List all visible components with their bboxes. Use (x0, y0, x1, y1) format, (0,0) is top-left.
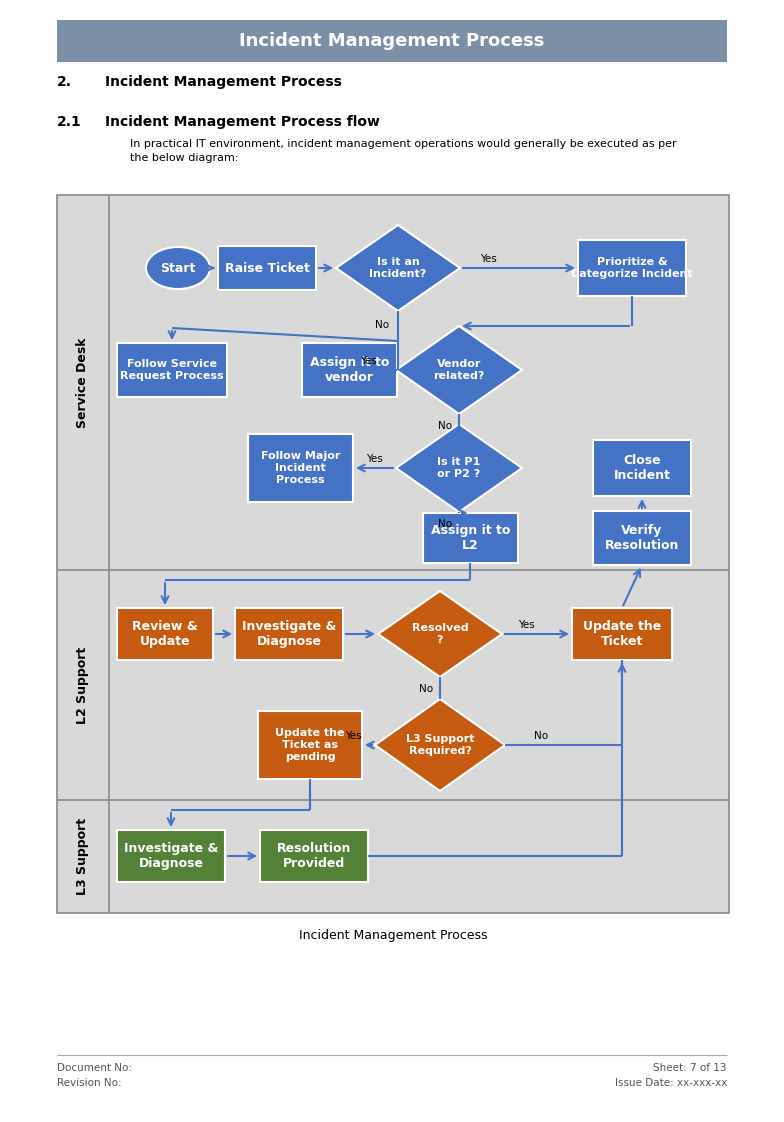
Text: the below diagram:: the below diagram: (130, 153, 238, 163)
Text: Close
Incident: Close Incident (614, 454, 670, 482)
Text: Follow Major
Incident
Process: Follow Major Incident Process (261, 451, 340, 485)
Text: Revision No:: Revision No: (57, 1078, 122, 1088)
Text: Service Desk: Service Desk (77, 338, 89, 427)
Text: Incident Management Process flow: Incident Management Process flow (105, 114, 380, 129)
Text: Verify
Resolution: Verify Resolution (604, 524, 679, 552)
Bar (572, 608, 672, 660)
Text: Yes: Yes (517, 620, 535, 629)
Text: Vendor
related?: Vendor related? (434, 359, 485, 380)
Text: Raise Ticket: Raise Ticket (224, 261, 310, 275)
Text: L3 Support
Required?: L3 Support Required? (406, 734, 474, 756)
Bar (57, 195, 729, 913)
Text: No: No (438, 519, 452, 528)
Polygon shape (378, 591, 502, 677)
Text: L2 Support: L2 Support (77, 646, 89, 724)
Text: Investigate &
Diagnose: Investigate & Diagnose (124, 842, 218, 870)
Text: Yes: Yes (360, 356, 376, 366)
Text: In practical IT environment, incident management operations would generally be e: In practical IT environment, incident ma… (130, 139, 677, 149)
Text: Incident Management Process: Incident Management Process (239, 33, 545, 50)
Polygon shape (396, 327, 522, 414)
Text: Is it P1
or P2 ?: Is it P1 or P2 ? (437, 457, 481, 479)
Text: No: No (534, 732, 548, 741)
Text: Sheet: 7 of 13: Sheet: 7 of 13 (654, 1063, 727, 1073)
Text: 2.: 2. (57, 75, 72, 89)
Ellipse shape (146, 247, 210, 289)
Bar (260, 830, 368, 882)
Bar (117, 830, 225, 882)
Text: Incident Management Process: Incident Management Process (105, 75, 342, 89)
Polygon shape (396, 424, 522, 512)
Bar (258, 711, 362, 779)
Text: Yes: Yes (345, 732, 361, 741)
Bar (302, 343, 397, 397)
Bar (593, 440, 691, 496)
Text: No: No (438, 421, 452, 431)
Bar (593, 511, 691, 565)
Bar (57, 20, 727, 62)
Text: No: No (375, 320, 389, 330)
Text: Document No:: Document No: (57, 1063, 132, 1073)
Text: Issue Date: xx-xxx-xx: Issue Date: xx-xxx-xx (615, 1078, 727, 1088)
Text: L3 Support: L3 Support (77, 818, 89, 895)
Text: Prioritize &
Categorize Incident: Prioritize & Categorize Incident (572, 257, 693, 278)
Bar (117, 343, 227, 397)
Text: Start: Start (160, 261, 196, 275)
Bar (578, 240, 686, 296)
Text: Update the
Ticket as
pending: Update the Ticket as pending (275, 728, 345, 762)
Bar (248, 434, 353, 502)
Text: Yes: Yes (365, 454, 383, 465)
Text: Yes: Yes (480, 254, 496, 264)
Polygon shape (375, 699, 505, 791)
Text: Incident Management Process: Incident Management Process (299, 929, 487, 941)
Text: Review &
Update: Review & Update (132, 620, 198, 649)
Text: Assign it to
L2: Assign it to L2 (431, 524, 510, 552)
Text: Assign it to
vendor: Assign it to vendor (310, 356, 389, 384)
Text: Is it an
Incident?: Is it an Incident? (369, 257, 426, 278)
Text: Resolved
?: Resolved ? (412, 623, 468, 645)
Bar (423, 513, 518, 563)
Text: Follow Service
Request Process: Follow Service Request Process (120, 359, 223, 380)
Text: Update the
Ticket: Update the Ticket (583, 620, 661, 649)
Text: 2.1: 2.1 (57, 114, 82, 129)
Bar (235, 608, 343, 660)
Bar (117, 608, 213, 660)
Text: No: No (419, 684, 433, 695)
Text: Resolution
Provided: Resolution Provided (277, 842, 351, 870)
Bar (218, 246, 316, 289)
Polygon shape (336, 226, 460, 311)
Text: Investigate &
Diagnose: Investigate & Diagnose (241, 620, 336, 649)
